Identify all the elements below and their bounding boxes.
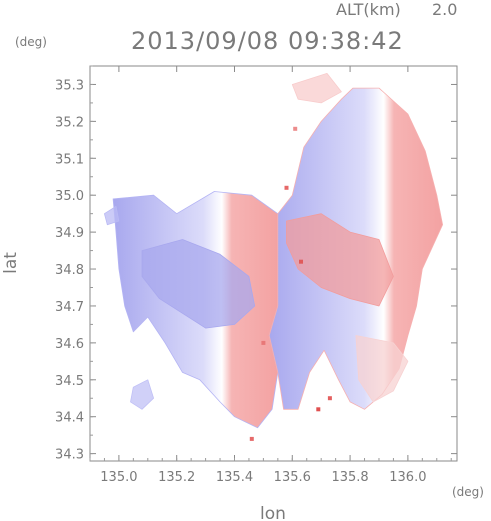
hotspot-2: [316, 407, 321, 412]
x-tick-label: 135.8: [331, 470, 368, 485]
y-tick-label: 34.5: [55, 374, 84, 389]
y-tick-label: 34.3: [55, 448, 84, 463]
echo-region-west-core: [141, 239, 256, 329]
echo-region-east-core: [286, 213, 394, 307]
hotspot-0: [299, 259, 303, 264]
y-unit-label: (deg): [15, 35, 47, 49]
y-tick-label: 34.4: [55, 411, 84, 426]
y-axis-label: lat: [1, 252, 21, 274]
y-tick-label: 35.0: [55, 189, 84, 204]
hotspot-1: [284, 185, 289, 190]
y-tick-label: 35.1: [55, 152, 84, 167]
chart-title: 2013/09/08 09:38:42: [131, 27, 404, 55]
altitude-label: ALT(km): [336, 0, 401, 19]
echo-region-southeast-fade: [355, 335, 409, 403]
hotspot-6: [293, 126, 298, 131]
echo-region-north-tail: [291, 73, 342, 104]
x-ticks: 135.0 135.2 135.4 135.6 135.8 136.0: [89, 66, 452, 485]
echo-layer: [104, 73, 444, 441]
y-tick-label: 34.9: [55, 226, 84, 241]
y-tick-label: 34.7: [55, 300, 84, 315]
hotspot-4: [261, 340, 266, 345]
y-tick-label: 35.2: [55, 115, 84, 130]
x-axis-label: lon: [260, 504, 286, 521]
x-unit-label: (deg): [452, 485, 484, 499]
y-tick-label: 35.3: [55, 78, 84, 93]
x-tick-label: 135.0: [100, 470, 137, 485]
x-tick-label: 136.0: [389, 470, 426, 485]
x-tick-label: 135.6: [274, 470, 311, 485]
x-tick-label: 135.2: [158, 470, 195, 485]
y-ticks: 34.3 34.4 34.5 34.6 34.7 34.8 34.9 35.0 35.1 35.2…: [55, 65, 457, 463]
y-tick-label: 34.8: [55, 263, 84, 278]
y-tick-label: 34.6: [55, 337, 84, 352]
plot-frame: [89, 65, 458, 462]
echo-region-northwest-speck: [104, 205, 120, 226]
hotspot-5: [249, 436, 254, 441]
hotspot-3: [327, 396, 332, 401]
echo-region-southwest-patch: [130, 379, 155, 410]
x-tick-label: 135.4: [216, 470, 253, 485]
altitude-value: 2.0: [432, 0, 457, 19]
